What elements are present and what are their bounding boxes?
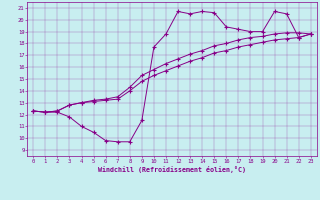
X-axis label: Windchill (Refroidissement éolien,°C): Windchill (Refroidissement éolien,°C) — [98, 166, 246, 173]
